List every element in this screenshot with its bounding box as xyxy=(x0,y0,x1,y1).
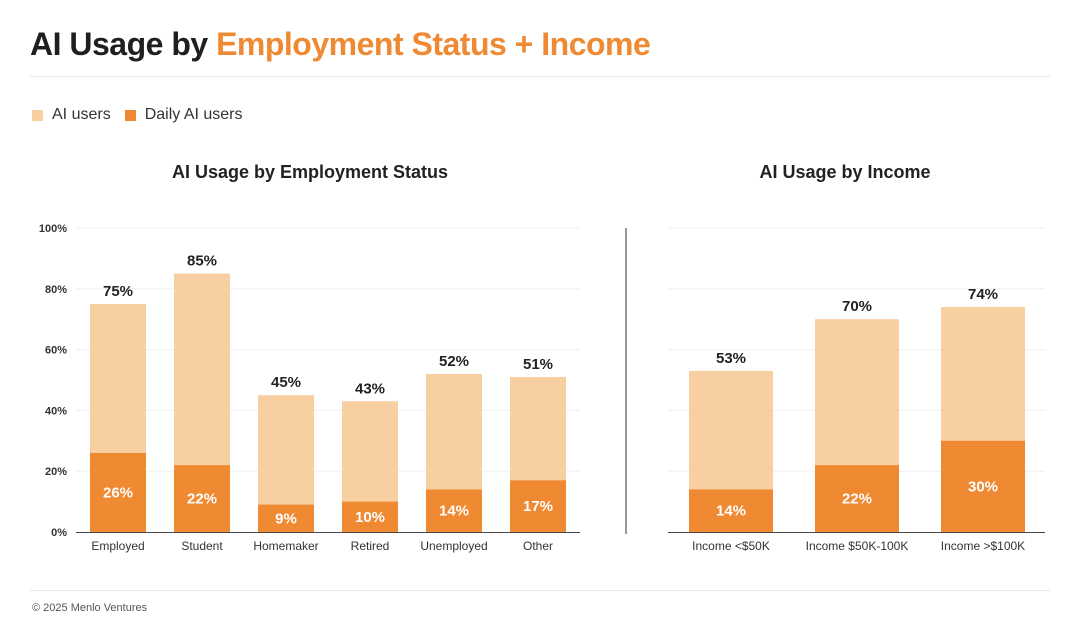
bar-daily-ai-users-homemaker xyxy=(258,504,314,532)
legend-label-daily-ai-users: Daily AI users xyxy=(144,106,243,123)
data-label-daily-ai-users-retired: 10% xyxy=(355,509,385,526)
bottom-divider xyxy=(30,590,1050,591)
data-label-daily-ai-users-unemployed: 14% xyxy=(439,503,469,520)
data-label-ai-users-homemaker: 45% xyxy=(271,374,301,391)
page-title-highlight: Employment Status + Income xyxy=(216,26,651,62)
bar-daily-ai-users-unemployed xyxy=(426,489,482,532)
bar-daily-ai-users-income-50k xyxy=(689,489,773,532)
data-label-daily-ai-users-income-50k: 14% xyxy=(716,503,746,520)
page-title-prefix: AI Usage by xyxy=(30,26,208,62)
data-label-ai-users-student: 85% xyxy=(187,253,217,270)
category-label-retired: Retired xyxy=(351,539,390,553)
data-label-ai-users-income-100k: 74% xyxy=(968,286,998,303)
data-label-ai-users-income-50k: 53% xyxy=(716,350,746,367)
y-tick-label: 60% xyxy=(45,345,67,357)
data-label-daily-ai-users-employed: 26% xyxy=(103,484,133,501)
category-label-homemaker: Homemaker xyxy=(253,539,318,553)
y-tick-label: 100% xyxy=(39,223,67,235)
y-tick-label: 20% xyxy=(45,466,67,478)
data-label-ai-users-retired: 43% xyxy=(355,380,385,397)
footer-copyright: © 2025 Menlo Ventures xyxy=(32,602,148,614)
category-label-student: Student xyxy=(181,539,223,553)
chart-1-title: AI Usage by Employment Status xyxy=(172,162,448,182)
legend-label-ai-users: AI users xyxy=(52,106,111,123)
data-label-ai-users-unemployed: 52% xyxy=(439,353,469,370)
data-label-daily-ai-users-income-100k: 30% xyxy=(968,478,998,495)
data-label-daily-ai-users-other: 17% xyxy=(523,498,553,515)
legend: AI users Daily AI users xyxy=(32,106,257,124)
data-label-daily-ai-users-income-50k-100k: 22% xyxy=(842,491,872,508)
category-label-employed: Employed xyxy=(91,539,144,553)
legend-item-daily-ai-users: Daily AI users xyxy=(124,106,243,124)
chart-2-title: AI Usage by Income xyxy=(759,162,930,182)
data-label-daily-ai-users-homemaker: 9% xyxy=(275,510,297,527)
bar-daily-ai-users-student xyxy=(174,465,230,532)
data-label-ai-users-employed: 75% xyxy=(103,283,133,300)
y-tick-label: 40% xyxy=(45,405,67,417)
page-title: AI Usage by Employment Status + Income xyxy=(30,26,651,63)
data-label-ai-users-income-50k-100k: 70% xyxy=(842,298,872,315)
top-divider xyxy=(30,76,1050,77)
bar-daily-ai-users-retired xyxy=(342,501,398,532)
category-label-other: Other xyxy=(523,539,553,553)
category-label-unemployed: Unemployed xyxy=(420,539,487,553)
bar-daily-ai-users-income-50k-100k xyxy=(815,465,899,532)
y-tick-label: 0% xyxy=(51,527,67,539)
legend-swatch-ai-users xyxy=(32,109,43,121)
data-label-ai-users-other: 51% xyxy=(523,356,553,373)
bar-daily-ai-users-other xyxy=(510,480,566,532)
bar-daily-ai-users-income-100k xyxy=(941,440,1025,532)
bar-daily-ai-users-employed xyxy=(90,452,146,532)
y-tick-label: 80% xyxy=(45,284,67,296)
legend-swatch-daily-ai-users xyxy=(124,109,136,121)
category-label-income-50k-100k: Income $50K-100K xyxy=(806,539,909,553)
category-label-income-50k: Income <$50K xyxy=(692,539,770,553)
data-label-daily-ai-users-student: 22% xyxy=(187,491,217,508)
legend-item-ai-users: AI users xyxy=(32,106,111,124)
category-label-income-100k: Income >$100K xyxy=(941,539,1025,553)
